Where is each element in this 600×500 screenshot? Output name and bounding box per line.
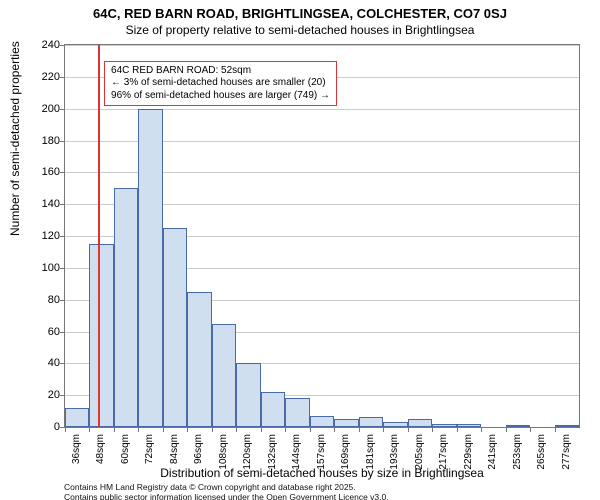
y-tick-mark <box>60 268 64 269</box>
y-tick-label: 180 <box>20 135 60 147</box>
histogram-bar <box>383 422 407 427</box>
histogram-bar <box>138 109 162 427</box>
x-tick-mark <box>114 428 115 432</box>
reference-line <box>98 45 100 427</box>
x-tick-mark <box>187 428 188 432</box>
y-tick-mark <box>60 427 64 428</box>
x-tick-mark <box>138 428 139 432</box>
y-tick-mark <box>60 332 64 333</box>
x-tick-mark <box>530 428 531 432</box>
histogram-bar <box>359 417 383 427</box>
x-tick-mark <box>236 428 237 432</box>
x-tick-mark <box>89 428 90 432</box>
x-tick-mark <box>65 428 66 432</box>
x-tick-mark <box>334 428 335 432</box>
x-tick-mark <box>285 428 286 432</box>
x-tick-mark <box>261 428 262 432</box>
y-tick-label: 60 <box>20 326 60 338</box>
footer-line-1: Contains HM Land Registry data © Crown c… <box>64 482 356 492</box>
x-axis-label: Distribution of semi-detached houses by … <box>64 466 580 480</box>
histogram-bar <box>432 424 456 427</box>
annotation-line-1: 64C RED BARN ROAD: 52sqm <box>111 65 330 78</box>
x-tick-mark <box>481 428 482 432</box>
histogram-bar <box>334 419 358 427</box>
plot-area: 64C RED BARN ROAD: 52sqm ← 3% of semi-de… <box>64 44 580 428</box>
y-tick-mark <box>60 363 64 364</box>
y-tick-mark <box>60 172 64 173</box>
y-tick-mark <box>60 300 64 301</box>
chart-title-main: 64C, RED BARN ROAD, BRIGHTLINGSEA, COLCH… <box>0 6 600 21</box>
annotation-line-2: ← 3% of semi-detached houses are smaller… <box>111 77 330 90</box>
histogram-bar <box>89 244 113 427</box>
annotation-line-3: 96% of semi-detached houses are larger (… <box>111 90 330 103</box>
histogram-bar <box>555 425 579 427</box>
chart-container: 64C, RED BARN ROAD, BRIGHTLINGSEA, COLCH… <box>0 0 600 500</box>
y-tick-label: 40 <box>20 357 60 369</box>
x-tick-mark <box>432 428 433 432</box>
histogram-bar <box>114 188 138 427</box>
chart-title-sub: Size of property relative to semi-detach… <box>0 23 600 37</box>
y-tick-label: 160 <box>20 166 60 178</box>
x-tick-mark <box>408 428 409 432</box>
histogram-bar <box>212 324 236 427</box>
x-tick-mark <box>359 428 360 432</box>
y-tick-mark <box>60 395 64 396</box>
histogram-bar <box>457 424 481 427</box>
y-tick-mark <box>60 236 64 237</box>
histogram-bar <box>261 392 285 427</box>
y-tick-label: 120 <box>20 230 60 242</box>
histogram-bar <box>187 292 211 427</box>
x-tick-mark <box>310 428 311 432</box>
y-tick-mark <box>60 45 64 46</box>
histogram-bar <box>65 408 89 427</box>
x-tick-mark <box>457 428 458 432</box>
y-tick-label: 100 <box>20 262 60 274</box>
y-tick-mark <box>60 109 64 110</box>
y-tick-label: 140 <box>20 198 60 210</box>
histogram-bar <box>506 425 530 427</box>
y-tick-label: 0 <box>20 421 60 433</box>
histogram-bar <box>285 398 309 427</box>
annotation-box: 64C RED BARN ROAD: 52sqm ← 3% of semi-de… <box>104 61 337 107</box>
footer-line-2: Contains public sector information licen… <box>64 492 389 500</box>
y-tick-mark <box>60 141 64 142</box>
y-tick-label: 200 <box>20 103 60 115</box>
x-tick-mark <box>383 428 384 432</box>
x-tick-mark <box>163 428 164 432</box>
y-tick-label: 240 <box>20 39 60 51</box>
x-tick-mark <box>555 428 556 432</box>
histogram-bar <box>236 363 260 427</box>
y-tick-label: 20 <box>20 389 60 401</box>
x-tick-mark <box>506 428 507 432</box>
histogram-bar <box>310 416 334 427</box>
y-tick-mark <box>60 77 64 78</box>
y-tick-mark <box>60 204 64 205</box>
y-tick-label: 80 <box>20 294 60 306</box>
y-tick-label: 220 <box>20 71 60 83</box>
histogram-bar <box>163 228 187 427</box>
x-tick-mark <box>212 428 213 432</box>
histogram-bar <box>408 419 432 427</box>
